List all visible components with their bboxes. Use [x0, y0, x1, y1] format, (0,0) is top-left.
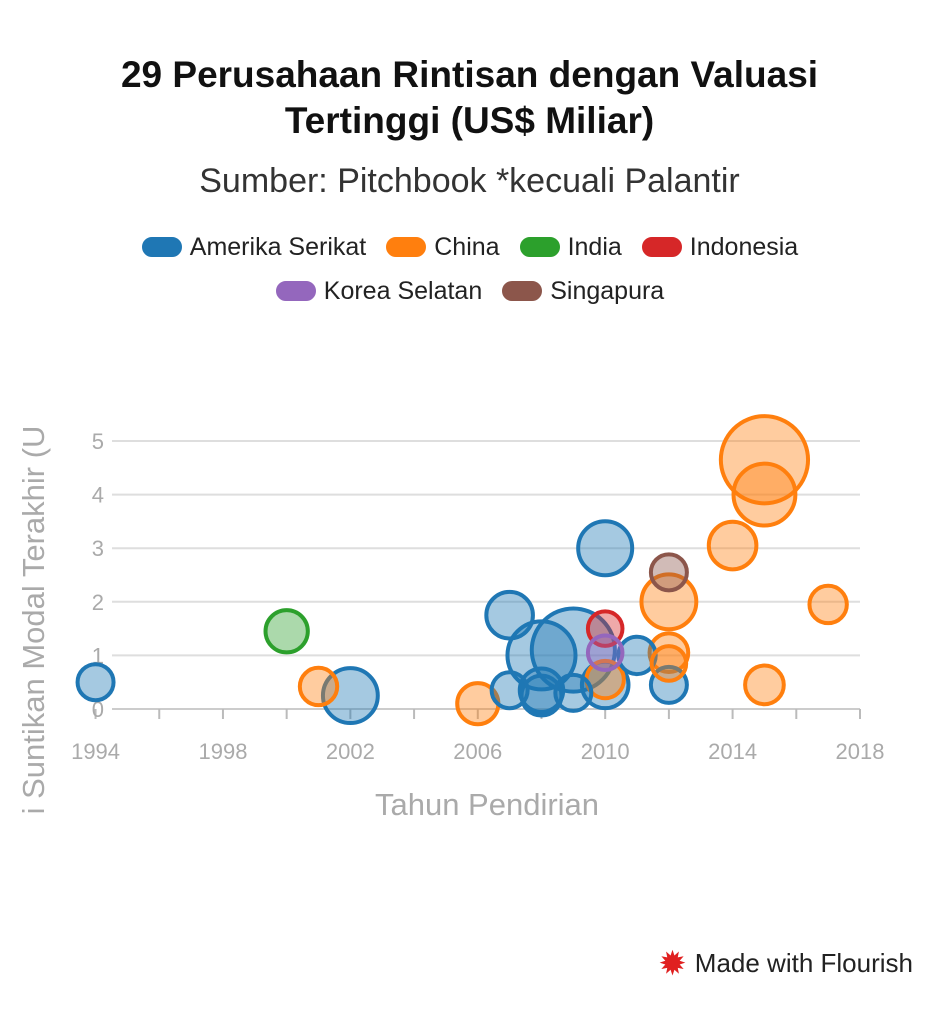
x-tick-label: 2018	[836, 739, 885, 764]
y-axis-title: i Suntikan Modal Terakhir (U	[16, 426, 51, 815]
y-tick-label: 1	[92, 643, 104, 668]
legend-label: China	[434, 233, 500, 261]
legend-label: Korea Selatan	[323, 277, 483, 305]
bubble-point[interactable]	[484, 589, 535, 641]
legend-swatch	[519, 237, 560, 257]
bubble-point[interactable]	[519, 673, 564, 718]
chart-title-line2: Tertinggi (US$ Miliar)	[284, 100, 655, 141]
legend-item[interactable]: Indonesia	[641, 226, 799, 268]
chart-legend: Amerika Serikat China India Indonesia Korea …	[60, 226, 880, 314]
legend-item[interactable]: Amerika Serikat	[141, 226, 367, 268]
legend-label: Amerika Serikat	[189, 233, 367, 261]
legend-label: Singapura	[550, 277, 665, 305]
y-tick-label: 2	[92, 590, 104, 615]
x-tick-label: 2002	[326, 739, 375, 764]
legend-swatch	[141, 237, 182, 257]
legend-swatch	[641, 237, 682, 257]
bubble-point[interactable]	[297, 665, 340, 708]
x-axis-title: Tahun Pendirian	[375, 787, 599, 822]
legend-item[interactable]: Korea Selatan	[275, 270, 483, 312]
legend-swatch	[386, 237, 427, 257]
bubble-point[interactable]	[743, 663, 786, 707]
chart-title-line1: 29 Perusahaan Rintisan dengan Valuasi	[120, 54, 819, 95]
chart-title: 29 Perusahaan Rintisan dengan Valuasi Te…	[0, 52, 939, 144]
y-axis: 0 1 2 3 4 5	[92, 429, 104, 722]
flourish-credit[interactable]: ✹ Made with Flourish	[658, 944, 913, 983]
bubble-point[interactable]	[731, 461, 798, 528]
bubble-point[interactable]	[807, 583, 849, 626]
bubble-point[interactable]	[505, 619, 578, 692]
bubble-point[interactable]	[648, 552, 689, 593]
x-tick-label: 2010	[581, 739, 630, 764]
bubble-point[interactable]	[75, 662, 116, 703]
bubbles	[75, 414, 849, 727]
x-tick-label: 2006	[453, 739, 502, 764]
legend-item[interactable]: India	[519, 226, 622, 268]
y-tick-label: 0	[92, 697, 104, 722]
legend-label: India	[567, 233, 622, 261]
legend-swatch	[275, 281, 316, 301]
bubble-point[interactable]	[639, 572, 699, 632]
y-tick-label: 4	[92, 483, 104, 508]
legend-item[interactable]: Singapura	[502, 270, 664, 312]
x-tick-label: 1998	[198, 739, 247, 764]
legend-swatch	[502, 281, 543, 301]
gridlines	[112, 440, 860, 710]
bubble-point[interactable]	[585, 633, 625, 673]
legend-label: Indonesia	[689, 233, 799, 261]
y-tick-label: 5	[92, 429, 104, 454]
bubble-point[interactable]	[263, 608, 310, 655]
x-tick-label: 2014	[708, 739, 757, 764]
credit-label: Made with Flourish	[694, 948, 913, 978]
y-tick-label: 3	[92, 536, 104, 561]
legend-item[interactable]: China	[386, 226, 500, 268]
bubble-point[interactable]	[489, 670, 530, 711]
x-axis: 1994 1998 2002 2006 2010 2014 2018	[71, 709, 884, 764]
bubble-point[interactable]	[576, 519, 635, 578]
flourish-star-icon: ✹	[658, 944, 687, 983]
bubble-point[interactable]	[647, 631, 691, 675]
chart-subtitle: Sumber: Pitchbook *kecuali Palantir	[199, 162, 740, 200]
x-tick-label: 1994	[71, 739, 120, 764]
bubble-point[interactable]	[706, 519, 759, 572]
bubble-point[interactable]	[718, 414, 811, 506]
bubble-point[interactable]	[553, 672, 594, 713]
bubble-point[interactable]	[649, 644, 689, 683]
